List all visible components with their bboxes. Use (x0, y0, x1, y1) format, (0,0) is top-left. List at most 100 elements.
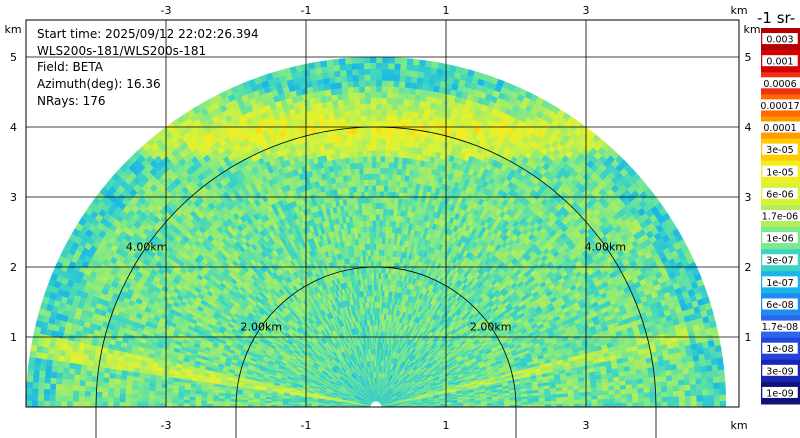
heatmap-cell (614, 389, 621, 395)
heatmap-cell (620, 397, 628, 403)
heatmap-cell (643, 382, 650, 389)
heatmap-cell (702, 394, 709, 402)
heatmap-cell (591, 402, 598, 407)
heatmap-cell (682, 367, 690, 375)
heatmap-cell (533, 400, 540, 405)
heatmap-cell (603, 398, 610, 404)
heatmap-cell (400, 57, 408, 65)
heatmap-cell (401, 116, 408, 124)
heatmap-cell (408, 93, 416, 101)
heatmap-cell (718, 375, 726, 383)
heatmap-cell (665, 374, 673, 382)
heatmap-cell (421, 83, 429, 91)
heatmap-cell (655, 401, 662, 407)
heatmap-cell (399, 133, 406, 141)
heatmap-cell (690, 401, 697, 407)
heatmap-cell (562, 399, 569, 404)
heatmap-cell (410, 76, 418, 84)
heatmap-cell (596, 386, 604, 392)
heatmap-cell (591, 398, 598, 404)
heatmap-cell (666, 380, 673, 387)
heatmap-cell (680, 356, 689, 364)
heatmap-cell (399, 180, 405, 188)
heatmap-cell (597, 394, 604, 400)
heatmap-cell (544, 400, 552, 405)
heatmap-cell (398, 151, 404, 158)
heatmap-cell (387, 185, 393, 192)
heatmap-cell (626, 393, 633, 399)
heatmap-cell (672, 385, 680, 392)
heatmap-cell (556, 400, 563, 405)
heatmap-cell (562, 403, 569, 407)
heatmap-cell (677, 379, 685, 386)
heatmap-cell (412, 58, 420, 66)
heatmap-cell (678, 384, 685, 392)
heatmap-cell (719, 400, 727, 407)
heatmap-cell (403, 145, 409, 153)
heatmap-cell (415, 88, 422, 96)
heatmap-cell (614, 402, 622, 407)
heatmap-cell (397, 162, 403, 170)
heatmap-cell (713, 394, 721, 402)
heatmap-cell (579, 403, 587, 407)
heatmap-cell (619, 379, 627, 386)
heatmap-cell (694, 366, 702, 373)
heatmap-cell (401, 110, 409, 118)
heatmap-cell (386, 197, 392, 204)
heatmap-cell (614, 393, 622, 399)
heatmap-cell (402, 151, 409, 159)
heatmap-cell (388, 167, 394, 175)
heatmap-cell (411, 70, 419, 78)
heatmap-cell (411, 64, 420, 72)
heatmap-cell (673, 395, 680, 402)
heatmap-cell (717, 363, 725, 371)
heatmap-cell (515, 401, 523, 405)
heatmap-cell (385, 226, 390, 233)
heatmap-cell (707, 382, 715, 390)
heatmap-cell (631, 388, 639, 394)
heatmap-cell (684, 389, 692, 397)
heatmap-cell (698, 353, 706, 361)
heatmap-cell (655, 396, 663, 403)
heatmap-cell (632, 392, 639, 399)
heatmap-cell (387, 173, 393, 181)
heatmap-cell (713, 388, 721, 396)
heatmap-cell (585, 391, 592, 397)
heatmap-cell (666, 385, 674, 392)
heatmap-cell (556, 396, 563, 401)
heatmap-cell (684, 401, 692, 407)
heatmap-cell (504, 401, 511, 405)
heatmap-cell (405, 128, 412, 136)
heatmap-cell (699, 359, 707, 367)
heatmap-cell (679, 401, 686, 407)
heatmap-cell (632, 402, 639, 407)
heatmap-cell (401, 163, 407, 170)
heatmap-cell (638, 401, 645, 407)
heatmap-cell (688, 366, 696, 374)
heatmap-cell (591, 394, 598, 400)
heatmap-cell (603, 402, 610, 407)
heatmap-cell (700, 371, 708, 379)
heatmap-cell (411, 117, 418, 125)
heatmap-cell (400, 174, 406, 182)
heatmap-cell (689, 383, 697, 391)
heatmap-cell (409, 87, 417, 95)
heatmap-cell (393, 150, 400, 158)
heatmap-cell (410, 81, 417, 89)
heatmap-cell (667, 401, 674, 407)
heatmap-cell (402, 104, 409, 112)
heatmap-cell (409, 128, 417, 136)
heatmap-cell (705, 364, 713, 372)
heatmap-cell (681, 361, 689, 369)
heatmap-cell (689, 378, 697, 385)
heatmap-cell (521, 401, 528, 405)
heatmap-cell (388, 220, 393, 228)
heatmap-cell (695, 383, 703, 391)
heatmap-cell (550, 397, 557, 402)
heatmap-cell (544, 397, 552, 402)
heatmap-cell (708, 394, 715, 402)
heatmap-cell (688, 372, 696, 380)
heatmap-cell (659, 375, 667, 382)
heatmap-cell (643, 396, 651, 403)
heatmap-cell (631, 383, 639, 389)
